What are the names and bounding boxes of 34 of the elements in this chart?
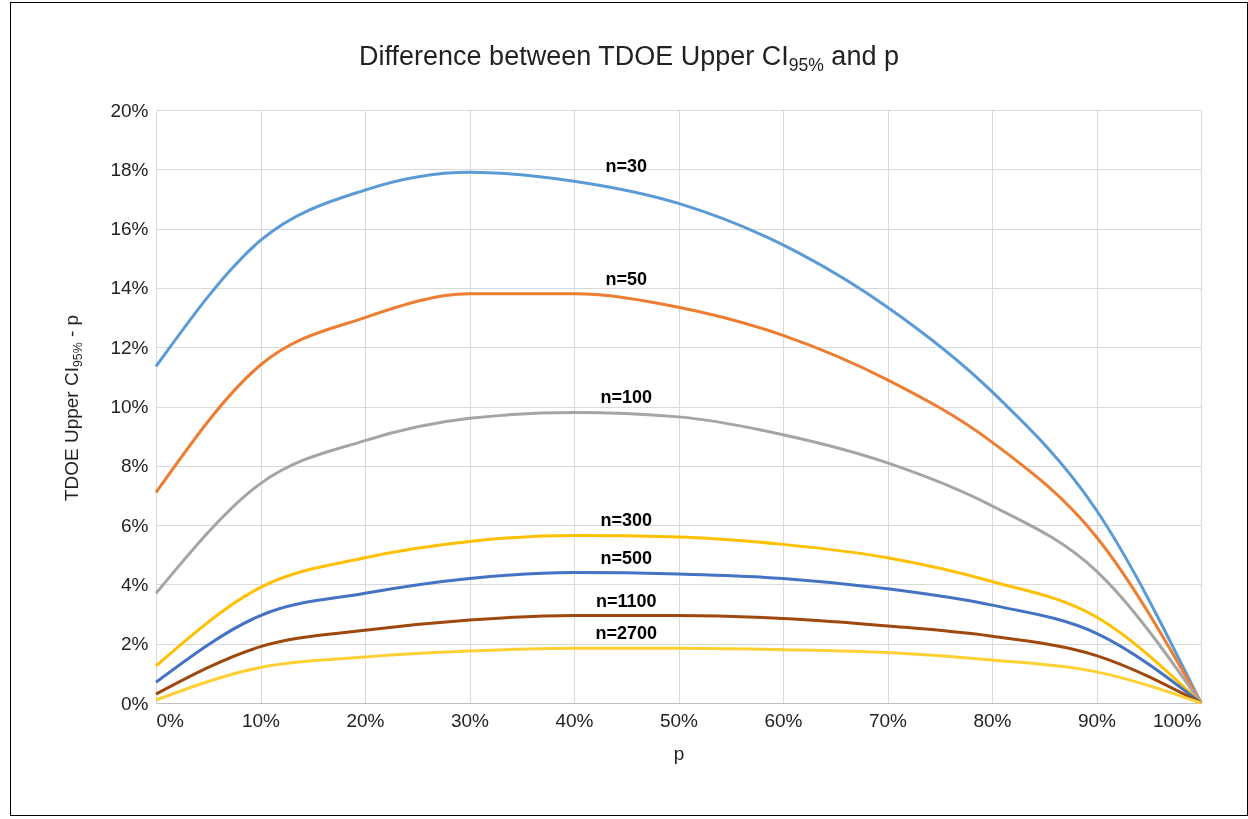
y-tick-label: 8%: [121, 455, 149, 477]
x-tick-label: 20%: [346, 709, 385, 731]
x-tick-label: 30%: [450, 709, 490, 731]
y-tick-label: 16%: [110, 218, 149, 240]
series-label: n=300: [600, 510, 653, 531]
x-tick-label: 0%: [156, 709, 185, 731]
y-tick-label: 10%: [110, 396, 149, 417]
x-tick-label: 10%: [241, 709, 281, 731]
y-tick-label: 4%: [121, 573, 149, 595]
x-tick-label: 90%: [1077, 709, 1117, 731]
x-tick-label: 50%: [659, 709, 699, 731]
series-label: n=1100: [595, 590, 657, 611]
y-tick-label: 12%: [110, 336, 149, 358]
x-tick-label: 70%: [868, 709, 908, 731]
y-tick-label: 14%: [110, 277, 149, 299]
series-label: n=100: [600, 387, 653, 408]
y-tick-label: 0%: [121, 692, 149, 714]
x-tick-label: 60%: [764, 709, 803, 731]
series-label: n=2700: [595, 623, 658, 644]
x-tick-label: 100%: [1152, 709, 1202, 731]
series-label: n=30: [605, 156, 648, 177]
x-tick-label: 80%: [973, 709, 1012, 731]
line-series: [154, 410, 1203, 705]
x-tick-label: 40%: [555, 709, 594, 731]
series-label: n=500: [600, 547, 653, 568]
chart-title: Difference between TDOE Upper CI$_{95%}$ and p: [358, 41, 900, 77]
y-tick-label: 2%: [121, 633, 149, 655]
y-tick-label: 6%: [121, 514, 149, 536]
series-label: n=50: [605, 268, 648, 289]
line-series: [154, 646, 1203, 705]
x-axis-title: p: [673, 742, 685, 764]
y-tick-label: 18%: [110, 158, 149, 180]
y-tick-label: 20%: [110, 99, 149, 121]
line-series: [154, 571, 1203, 705]
